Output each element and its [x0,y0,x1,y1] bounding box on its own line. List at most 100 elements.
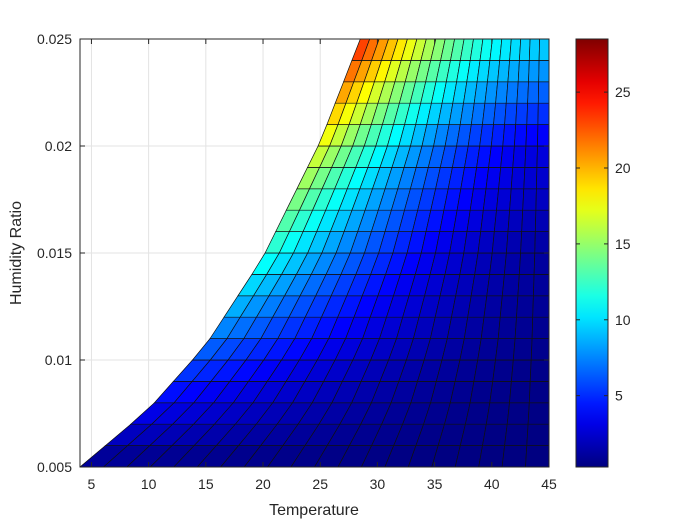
surface-cell [459,39,474,61]
x-tick-label: 40 [484,476,500,492]
surface-cell [477,231,495,254]
surface-cell [526,423,549,446]
surface-cell [473,359,496,382]
y-tick-label: 0.015 [37,245,72,261]
surface-cell [518,252,536,275]
colorbar-tick-label: 25 [615,84,631,100]
surface-cell [516,295,534,318]
surface-cell [501,445,528,467]
surface-cell [511,359,532,382]
surface-cell [495,81,509,104]
surface-cell [507,209,524,232]
surface-cell [491,231,509,254]
surface-cell [537,102,549,125]
surface-cell [514,316,534,339]
surface-cell [440,39,455,61]
surface-cell [504,102,518,125]
surface-cell [506,402,530,425]
surface-cell [485,167,502,190]
x-axis-ticks: 5 10 15 20 25 30 35 40 45 [88,39,557,492]
surface-cell [534,231,549,254]
colorbar-tick-label: 15 [615,236,631,252]
surface-cell [525,124,539,147]
surface-cell [493,209,510,232]
surface-plot [80,39,549,467]
surface-cell [525,445,549,467]
surface-cell [477,338,499,361]
colorbar [575,38,609,468]
x-tick-label: 15 [198,476,214,492]
surface-cell [501,274,520,297]
surface-cell [523,167,538,190]
surface-cell [486,274,505,297]
surface-cell [351,39,371,61]
colorbar-ticks: 5 10 15 20 25 [576,84,631,404]
surface-cell [514,124,528,147]
surface-cell [361,39,380,61]
surface-cell [505,81,519,104]
surface-cell [506,231,523,254]
surface-cell [492,359,514,382]
surface-cell [390,39,408,61]
y-tick-label: 0.02 [45,138,72,154]
surface-cell [474,252,493,275]
surface-cell [536,167,549,190]
surface-cell [524,145,538,168]
surface-cell [371,39,389,61]
surface-cell [400,39,418,61]
surface-cell [467,295,488,318]
surface-cell [512,338,533,361]
y-axis-label: Humidity Ratio [8,201,25,305]
surface-cell [537,124,549,147]
surface-cell [499,295,519,318]
surface-cell [520,231,536,254]
surface-cell [528,60,540,83]
surface-cell [512,145,527,168]
surface-cell [536,145,549,168]
surface-cell [496,188,512,211]
y-tick-label: 0.01 [45,352,72,368]
surface-cell [507,60,520,83]
surface-cell [516,81,529,104]
surface-cell [533,274,549,297]
x-tick-label: 45 [541,476,557,492]
surface-cell [463,316,485,339]
surface-cell [526,102,539,125]
x-tick-label: 5 [88,476,96,492]
surface-cell [498,167,514,190]
surface-cell [509,188,525,211]
surface-cell [480,209,497,232]
surface-cell [485,402,510,425]
surface-cell [527,402,549,425]
surface-cell [528,39,540,61]
surface-cell [410,39,427,61]
surface-cell [469,39,484,61]
surface-cell [464,402,491,425]
surface-cell [450,39,465,61]
x-tick-label: 35 [427,476,443,492]
surface-cell [527,81,540,104]
colorbar-tick-label: 20 [615,160,631,176]
y-tick-label: 0.025 [37,31,72,47]
surface-cell [515,102,528,125]
y-tick-label: 0.005 [37,459,72,475]
surface-cell [510,167,526,190]
surface-cell [489,381,512,404]
surface-cell [509,381,531,404]
surface-cell [519,39,531,61]
surface-cell [493,102,507,125]
surface-cell [522,188,537,211]
surface-cell [500,145,515,168]
surface-cell [528,381,549,404]
surface-cell [489,39,503,61]
surface-cell [517,60,530,83]
x-axis-label: Temperature [269,502,359,519]
x-tick-label: 25 [312,476,328,492]
surface-cell [482,423,508,446]
surface-cell [517,274,535,297]
x-tick-label: 10 [141,476,157,492]
surface-cell [490,124,505,147]
surface-cell [504,423,529,446]
surface-cell [482,188,499,211]
